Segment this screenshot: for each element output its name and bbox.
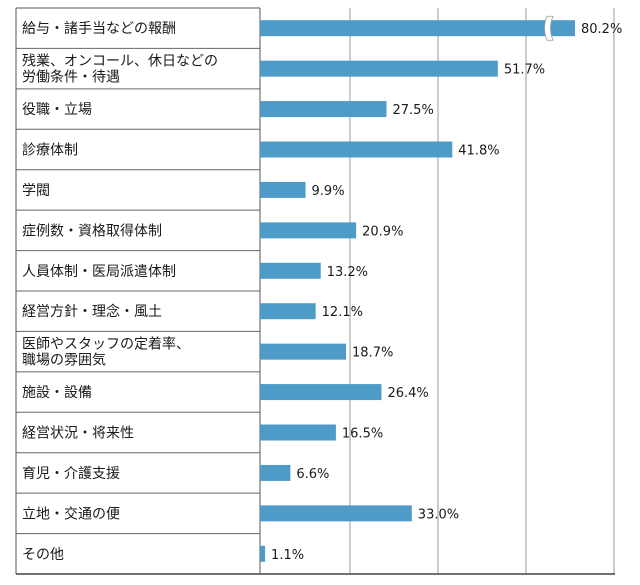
axis-break-mark (544, 15, 554, 41)
value-label: 12.1% (322, 305, 363, 320)
bar (260, 141, 453, 158)
value-label: 27.5% (393, 103, 434, 118)
category-label-line: 医師やスタッフの定着率、 (22, 336, 190, 353)
category-label: 経営状況・将来性 (22, 426, 134, 442)
category-label: 医師やスタッフの定着率、職場の雰囲気 (22, 336, 190, 369)
bar (260, 20, 575, 37)
bar (260, 60, 498, 77)
value-label: 13.2% (327, 265, 368, 280)
bar (260, 343, 347, 360)
bar (260, 424, 336, 441)
bar (260, 262, 321, 279)
value-label: 9.9% (312, 184, 345, 199)
bar (260, 464, 291, 481)
category-label: 施設・設備 (22, 385, 92, 401)
category-label: 立地・交通の便 (22, 505, 120, 522)
category-label-line: 職場の雰囲気 (22, 353, 106, 369)
category-label-line: 労働条件・待遇 (22, 69, 120, 86)
value-label: 51.7% (504, 63, 545, 78)
value-label: 26.4% (387, 386, 428, 401)
bar (260, 101, 387, 118)
value-label: 16.5% (342, 427, 383, 442)
category-label: 診療体制 (22, 142, 78, 159)
bar (260, 505, 412, 522)
bar (260, 545, 266, 562)
category-label: その他 (22, 547, 64, 563)
value-label: 33.0% (418, 507, 459, 522)
category-label-line: 残業、オンコール、休日などの (22, 54, 218, 70)
value-label: 80.2% (581, 22, 622, 37)
value-label: 20.9% (362, 224, 403, 239)
category-label: 人員体制・医局派遣体制 (22, 264, 176, 280)
bar (260, 384, 382, 401)
bar (260, 222, 357, 239)
bar (260, 303, 316, 320)
value-label: 6.6% (296, 467, 329, 482)
category-label: 給与・諸手当などの報酬 (22, 21, 176, 37)
category-label: 育児・介護支援 (22, 466, 120, 482)
value-label: 1.1% (271, 548, 304, 563)
category-label: 症例数・資格取得体制 (22, 222, 162, 239)
value-label: 18.7% (352, 346, 393, 361)
category-label: 経営方針・理念・風土 (22, 303, 162, 320)
category-label: 学閥 (22, 183, 50, 199)
bar (260, 181, 306, 198)
category-label: 残業、オンコール、休日などの労働条件・待遇 (22, 54, 218, 86)
value-label: 41.8% (458, 144, 499, 159)
category-label: 役職・立場 (22, 102, 92, 118)
